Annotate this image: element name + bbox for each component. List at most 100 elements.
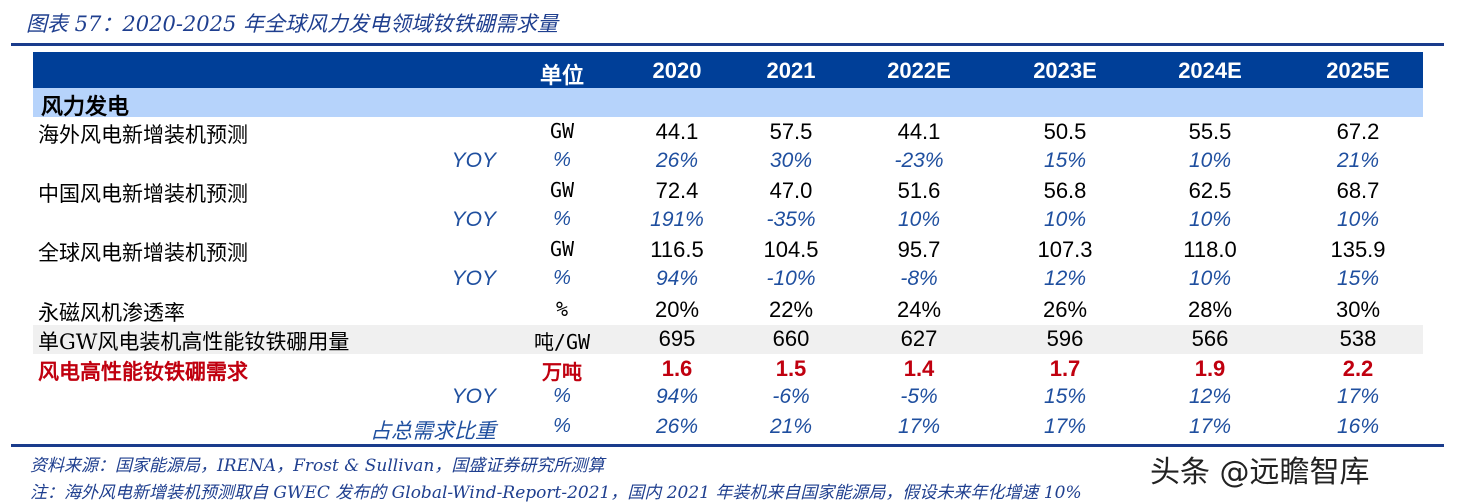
row-sublabel: YOY	[451, 385, 496, 409]
section-band: 风力发电	[33, 88, 1423, 120]
watermark: 头条 @远瞻智库	[1150, 455, 1370, 490]
row-unit: 吨/GW	[533, 330, 591, 355]
cell-value: 10%	[1043, 207, 1087, 231]
table-row: 占总需求比重% 26% 21% 17% 17% 17% 16%	[0, 414, 1458, 443]
table-row: YOY% 94% -6% -5% 15% 12% 17%	[0, 384, 1458, 413]
row-label: 永磁风机渗透率	[38, 300, 185, 325]
cell-value: 1.4	[903, 355, 935, 381]
cell-value: 17%	[897, 415, 941, 438]
table-row: 风电高性能钕铁硼需求 万吨 1.6 1.5 1.4 1.7 1.9 2.2	[0, 355, 1458, 384]
table-row: YOY% 191% -35% 10% 10% 10% 10%	[0, 207, 1458, 236]
section-label: 风力发电	[41, 94, 130, 120]
gray-row-background	[33, 325, 1423, 354]
cell-value: 12%	[1043, 267, 1087, 290]
cell-value: 17%	[1188, 415, 1232, 438]
cell-value: 1.6	[661, 355, 693, 381]
row-unit: %	[553, 385, 571, 408]
cell-value: -35%	[766, 207, 816, 231]
cell-value: 135.9	[1330, 237, 1386, 263]
cell-value: 10%	[1188, 148, 1232, 172]
cell-value: 15%	[1043, 385, 1087, 409]
cell-value: 95.7	[897, 237, 941, 263]
cell-value: 12%	[1188, 385, 1232, 409]
row-unit: %	[553, 415, 571, 437]
header-year: 2023E	[1033, 58, 1097, 83]
row-label: 风电高性能钕铁硼需求	[38, 358, 248, 384]
cell-value: 47.0	[769, 178, 813, 204]
cell-value: 26%	[655, 148, 699, 172]
row-sublabel: YOY	[451, 148, 496, 172]
cell-value: 20%	[654, 296, 700, 322]
header-year: 2024E	[1178, 58, 1242, 83]
bottom-rule	[11, 444, 1444, 447]
cell-value: 695	[658, 326, 696, 352]
table-row: 海外风电新增装机预测 GW 44.1 57.5 44.1 50.5 55.5 67.2	[0, 118, 1458, 147]
cell-value: 50.5	[1043, 119, 1087, 144]
table-row: 单GW风电装机高性能钕铁硼用量 吨/GW 695 660 627 596 566 538	[0, 325, 1458, 354]
table-row: 全球风电新增装机预测 GW 116.5 104.5 95.7 107.3 118.0 135.…	[0, 236, 1458, 265]
cell-value: 16%	[1336, 415, 1380, 438]
row-label: 全球风电新增装机预测	[38, 241, 248, 266]
cell-value: 21%	[1336, 148, 1380, 172]
table-row: YOY% 26% 30% -23% 15% 10% 21%	[0, 148, 1458, 177]
cell-value: 22%	[768, 296, 814, 322]
cell-value: 104.5	[763, 237, 819, 263]
cell-value: -23%	[894, 148, 944, 172]
cell-value: 30%	[1335, 296, 1381, 322]
cell-value: 94%	[655, 267, 699, 290]
cell-value: 17%	[1043, 415, 1087, 438]
row-unit: GW	[549, 119, 575, 143]
cell-value: -10%	[766, 267, 816, 290]
top-rule	[11, 43, 1444, 46]
cell-value: 627	[900, 326, 938, 352]
header-year: 2025E	[1326, 58, 1390, 83]
cell-value: 68.7	[1336, 178, 1380, 204]
row-sublabel: YOY	[451, 207, 496, 231]
cell-value: 2.2	[1342, 355, 1374, 381]
cell-value: -8%	[900, 267, 938, 290]
cell-value: 1.5	[775, 355, 807, 381]
cell-value: 10%	[1188, 267, 1232, 290]
header-unit: 单位	[539, 63, 585, 89]
row-label: 海外风电新增装机预测	[38, 123, 248, 147]
cell-value: 44.1	[655, 119, 699, 144]
cell-value: 55.5	[1188, 119, 1232, 144]
footnote: 注：海外风电新增装机预测取自 GWEC 发布的 Global-Wind-Repo…	[30, 483, 1082, 503]
source-note: 资料来源：国家能源局，IRENA，Frost & Sullivan，国盛证券研究…	[30, 456, 605, 476]
row-sublabel: YOY	[451, 267, 496, 290]
row-unit: %	[555, 296, 569, 321]
cell-value: 1.7	[1049, 355, 1081, 381]
cell-value: 566	[1191, 326, 1229, 352]
row-unit: GW	[549, 178, 575, 203]
row-sublabel: 占总需求比重	[370, 419, 496, 443]
cell-value: 191%	[650, 207, 704, 231]
cell-value: 26%	[1042, 296, 1088, 322]
cell-value: 116.5	[650, 237, 704, 263]
cell-value: 67.2	[1336, 119, 1380, 144]
row-unit: GW	[549, 237, 575, 262]
cell-value: 30%	[769, 148, 813, 172]
cell-value: 118.0	[1183, 237, 1237, 263]
cell-value: 28%	[1187, 296, 1233, 322]
header-year: 2020	[652, 58, 702, 83]
cell-value: 62.5	[1188, 178, 1232, 204]
cell-value: 17%	[1336, 385, 1380, 409]
row-unit: %	[553, 207, 571, 230]
table-header	[33, 52, 1423, 88]
cell-value: 44.1	[897, 119, 941, 144]
cell-value: 107.3	[1037, 237, 1093, 263]
row-unit: %	[553, 267, 571, 289]
cell-value: 10%	[1188, 207, 1232, 231]
row-label: 单GW风电装机高性能钕铁硼用量	[38, 330, 350, 355]
header-year: 2021	[766, 58, 816, 83]
cell-value: 21%	[769, 415, 813, 438]
table-row: 永磁风机渗透率% 20% 22% 24% 26% 28% 30%	[0, 296, 1458, 325]
cell-value: 57.5	[769, 119, 813, 144]
figure-title: 图表 57：2020-2025 年全球风力发电领域钕铁硼需求量	[26, 12, 559, 36]
cell-value: 15%	[1336, 267, 1380, 290]
cell-value: 538	[1339, 326, 1377, 352]
cell-value: 51.6	[897, 178, 941, 204]
row-unit: %	[553, 148, 571, 171]
cell-value: 24%	[896, 296, 942, 322]
table-row: YOY% 94% -10% -8% 12% 10% 15%	[0, 266, 1458, 295]
